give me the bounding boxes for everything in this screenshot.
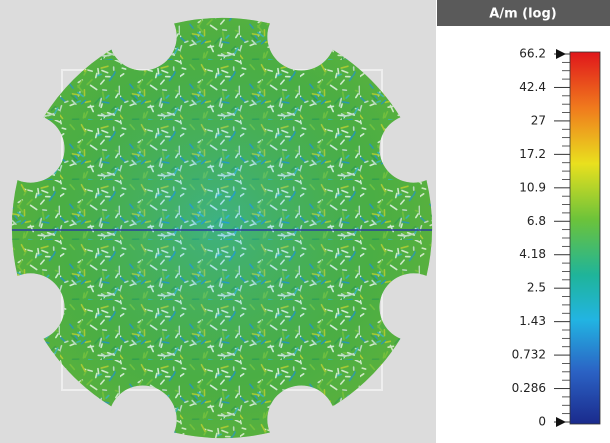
tick-label: 2.5	[527, 281, 546, 295]
tick-label: 6.8	[527, 214, 546, 228]
tick-group: 66.2 42.4 27 17.2 10.9 6.8 4.18 2.5 1.43 0.732 0.2…	[512, 47, 570, 429]
plot-tint	[11, 17, 433, 439]
tick-label: 42.4	[519, 80, 546, 94]
tick-label: 27	[531, 113, 546, 127]
tick-label: 66.2	[519, 47, 546, 61]
tick-label: 0.732	[512, 348, 546, 362]
tick-label: 0	[538, 415, 546, 429]
tick-label: 1.43	[519, 314, 546, 328]
current-plot	[11, 17, 433, 439]
range-arrow	[556, 49, 566, 59]
range-arrow	[556, 417, 566, 427]
tick-label: 17.2	[519, 147, 546, 161]
legend-header	[437, 0, 610, 26]
tick-label: 0.286	[512, 381, 546, 395]
color-bar	[569, 51, 601, 425]
tick-label: 4.18	[519, 247, 546, 261]
legend-title: A/m (log)	[489, 7, 556, 22]
tick-label: 10.9	[519, 180, 546, 194]
